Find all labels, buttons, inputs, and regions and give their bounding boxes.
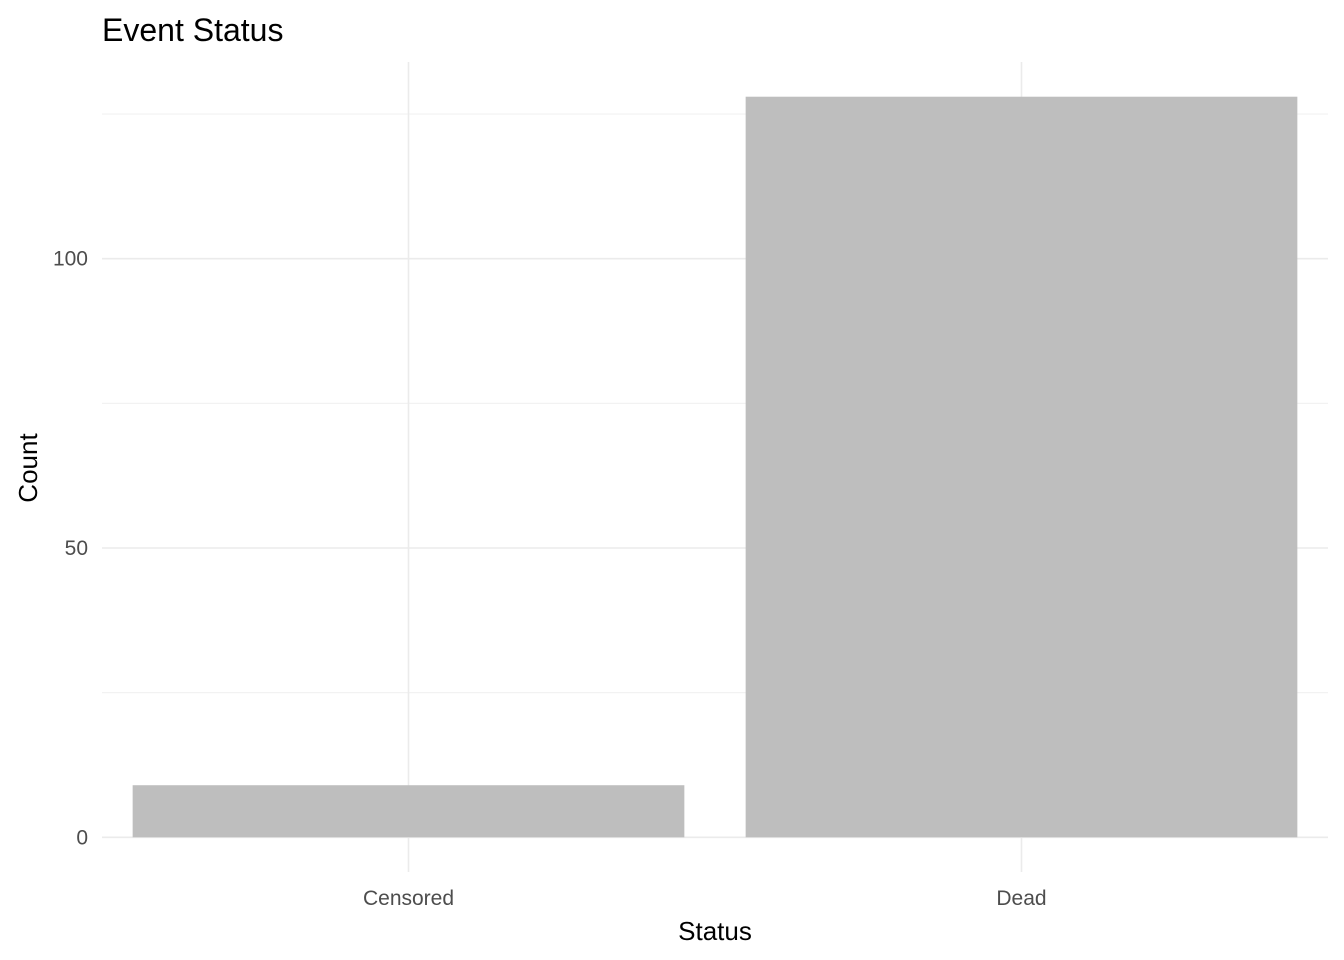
y-tick-label: 50 — [65, 537, 88, 560]
y-tick-label: 100 — [53, 248, 88, 271]
y-axis-ticks: 0 50 100 — [53, 248, 88, 850]
bars — [132, 96, 1298, 838]
x-tick-label: Dead — [996, 887, 1046, 910]
x-axis-title: Status — [678, 916, 752, 946]
bar-dead — [745, 96, 1298, 838]
y-axis-title: Count — [13, 433, 43, 503]
chart-title: Event Status — [102, 12, 283, 48]
x-tick-label: Censored — [363, 887, 454, 910]
y-tick-label: 0 — [76, 826, 88, 849]
x-axis-ticks: Censored Dead — [363, 887, 1047, 910]
bar-censored — [132, 785, 685, 838]
